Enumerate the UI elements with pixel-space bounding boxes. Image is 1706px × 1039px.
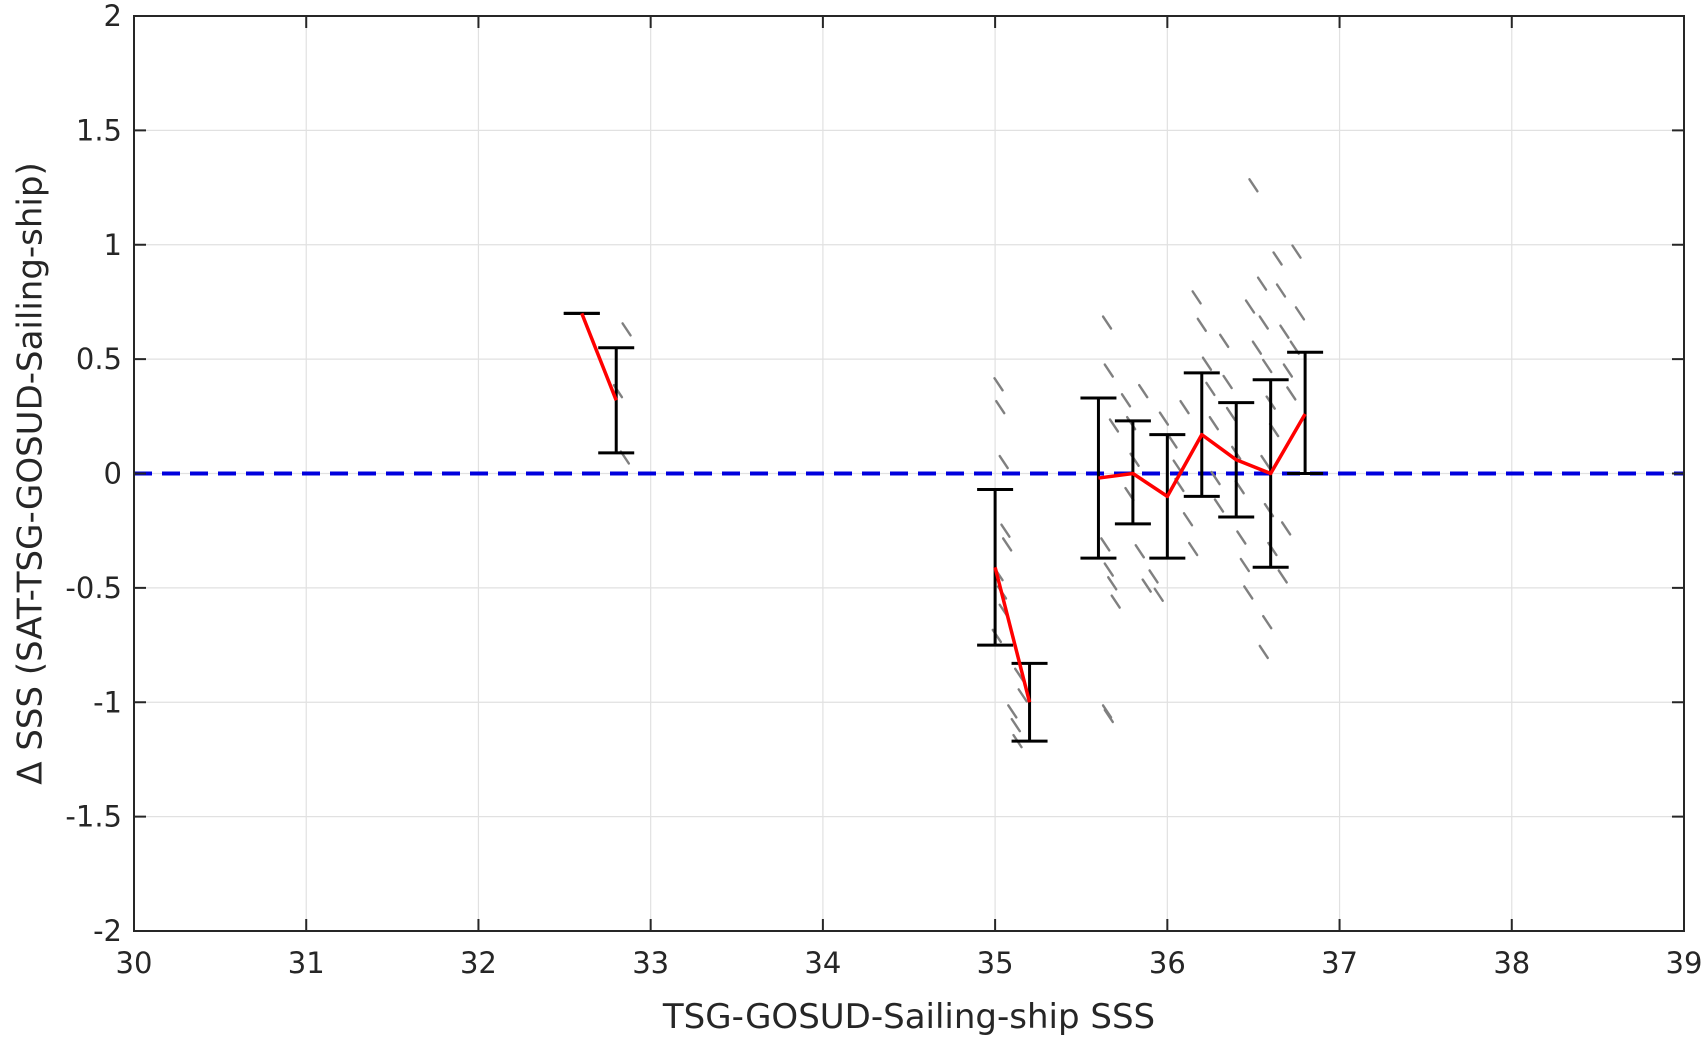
sample-point [1222,374,1233,390]
x-tick-label: 32 [460,946,497,980]
bin-mean-line [1098,413,1307,499]
x-tick-label: 31 [288,946,325,980]
sample-point [1196,317,1207,333]
sample-point [1182,512,1194,527]
x-tick-label: 37 [1321,946,1358,980]
sample-point [1010,717,1021,733]
sample-point [993,377,1004,392]
sample-point [1277,569,1288,584]
sample-point [1256,276,1268,291]
sample-point [1000,523,1011,538]
x-axis-ticks: 30 31 32 33 34 35 36 37 38 39 [116,16,1703,980]
y-tick-label: 1.5 [76,113,122,147]
sample-point [1141,578,1152,593]
y-tick-label: -0.5 [65,571,122,605]
sample-point [1258,315,1269,330]
sample-point [1107,576,1118,591]
sample-point [1208,415,1220,431]
sample-point [1210,470,1221,486]
sample-point [1225,406,1237,422]
error-bar [1287,350,1324,475]
y-axis-ticks: 2 1.5 1 0.5 0 -0.5 -1 -1.5 -2 [65,0,1684,948]
sample-point [1103,562,1114,577]
sample-point [1239,557,1251,573]
sample-point [1243,585,1254,600]
bin-mean-line [993,566,1032,703]
sample-point [1291,244,1302,259]
sample-point [1275,283,1287,298]
bin-mean-line [580,312,618,401]
sample-point [1279,324,1290,339]
x-tick-label: 34 [804,946,841,980]
sample-point [1158,411,1170,426]
sample-point [1244,299,1256,314]
x-axis-label: TSG-GOSUD-Sailing-ship SSS [662,997,1155,1037]
y-tick-label: -1.5 [65,800,122,834]
y-tick-label: 1 [104,228,122,262]
sample-point [1280,521,1292,536]
sample-point [1218,333,1230,349]
sample-point [1148,569,1159,584]
x-tick-label: 30 [116,946,153,980]
sample-point [1103,708,1114,724]
sample-point [1260,454,1271,470]
sample-point [1100,537,1111,552]
sample-point [1262,358,1273,374]
sample-point [1108,418,1120,433]
sample-point [1001,537,1013,552]
y-axis-label: Δ SSS (SAT-TSG-GOSUD-Sailing-ship) [11,162,51,784]
sample-point [1258,644,1269,660]
sample-point [1007,704,1018,719]
x-tick-label: 33 [632,946,669,980]
x-tick-label: 39 [1666,946,1703,980]
sample-points [612,178,1306,749]
sample-point [1251,340,1263,355]
sample-point [1205,381,1216,397]
sample-point [1110,594,1121,609]
sample-point [995,399,1006,415]
x-tick-label: 36 [1149,946,1186,980]
sample-point [1101,315,1113,330]
sample-point [1017,688,1028,703]
sample-point [1179,399,1190,415]
y-tick-label: 0.5 [76,342,122,376]
x-tick-label: 38 [1493,946,1530,980]
bin-mean-line-layer [580,312,1307,703]
sample-point [1153,587,1164,602]
sample-point [1191,290,1202,305]
sample-point [1248,178,1259,193]
sample-point [1272,251,1283,266]
sample-point [1282,363,1294,378]
sample-point [1236,530,1247,545]
sample-point [1134,544,1145,559]
sample-point [1103,363,1114,378]
sample-point [1138,383,1149,399]
y-tick-label: 2 [104,0,122,33]
sample-point [1167,434,1178,449]
sample-point [1187,541,1199,557]
sample-point [998,454,1009,470]
sample-point [621,322,632,337]
sample-point [1286,386,1297,401]
sample-point [1120,393,1132,408]
sample-point [1213,498,1225,513]
sample-point [1294,306,1306,321]
x-tick-label: 35 [977,946,1014,980]
sample-point [1201,356,1213,371]
y-tick-label: 0 [104,457,122,491]
sample-point [1262,614,1273,630]
y-tick-label: -1 [93,685,122,719]
y-tick-label: -2 [93,914,122,948]
